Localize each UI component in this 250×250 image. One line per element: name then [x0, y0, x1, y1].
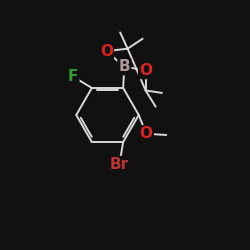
Text: Br: Br [110, 157, 129, 172]
Text: O: O [100, 44, 113, 59]
Text: F: F [68, 69, 78, 84]
Text: O: O [139, 63, 152, 78]
Text: O: O [140, 126, 153, 141]
Text: B: B [118, 59, 130, 74]
